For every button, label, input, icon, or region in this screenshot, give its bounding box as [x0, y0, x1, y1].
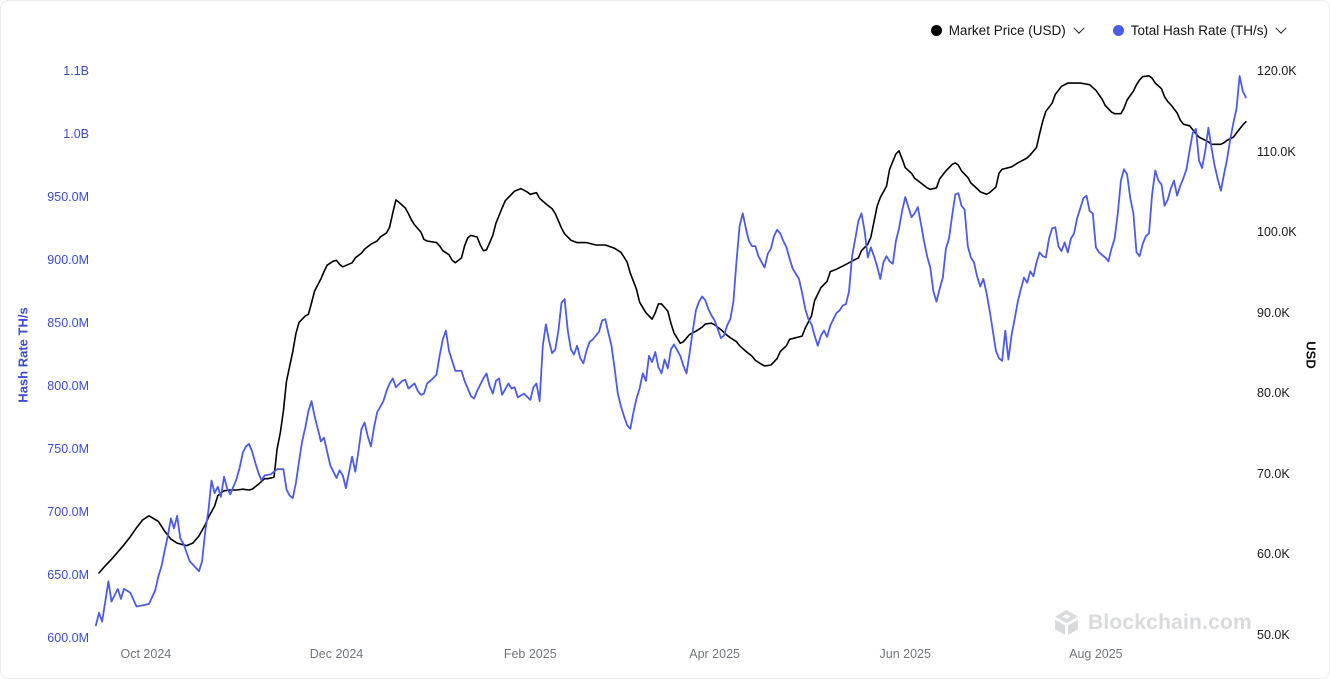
y-axis-left-ticks: 1.1B 1.0B 950.0M 900.0M 850.0M 800.0M 750.0M 70… [9, 1, 89, 678]
y-tick-right: 110.0K [1257, 144, 1296, 159]
x-tick: Dec 2024 [309, 647, 364, 661]
y-tick-right: 60.0K [1257, 547, 1290, 562]
hash-rate-dot-icon [1112, 25, 1124, 36]
watermark: Blockchain.com [1053, 609, 1252, 636]
market-price-dot-icon [930, 25, 942, 36]
y-tick-left: 600.0M [47, 631, 89, 645]
legend-item-market-price[interactable]: Market Price (USD) [930, 22, 1085, 38]
x-tick: Jun 2025 [879, 647, 931, 661]
series-hash-rate [95, 75, 1247, 627]
y-tick-right: 70.0K [1257, 466, 1290, 481]
watermark-text: Blockchain.com [1088, 610, 1252, 634]
y-tick-left: 800.0M [47, 379, 89, 393]
chart-legend: Market Price (USD) Total Hash Rate (TH/s… [930, 22, 1287, 38]
y-tick-left: 900.0M [47, 253, 89, 267]
x-tick: Feb 2025 [503, 647, 557, 661]
y-tick-left: 750.0M [47, 442, 89, 456]
y-tick-left: 1.1B [63, 64, 89, 78]
legend-label-market-price: Market Price (USD) [948, 23, 1066, 38]
y-tick-right: 80.0K [1257, 386, 1290, 401]
y-tick-right: 120.0K [1257, 64, 1297, 78]
x-tick: Aug 2025 [1069, 647, 1123, 661]
y-tick-left: 1.0B [63, 127, 89, 141]
y-tick-left: 850.0M [47, 316, 89, 330]
y-tick-left: 700.0M [47, 505, 89, 519]
chevron-down-icon [1073, 22, 1085, 34]
blockchain-logo-icon [1055, 610, 1078, 635]
x-axis-ticks: Oct 2024 Dec 2024 Feb 2025 Apr 2025 Jun 2025… [1, 647, 1329, 667]
legend-item-hash-rate[interactable]: Total Hash Rate (TH/s) [1112, 22, 1287, 38]
y-axis-right-ticks: 120.0K 110.0K 100.0K 90.0K 80.0K 70.0K 60.0K 50… [1257, 1, 1327, 678]
series-market-price [98, 75, 1247, 574]
legend-label-hash-rate: Total Hash Rate (TH/s) [1130, 23, 1268, 38]
x-tick: Apr 2025 [689, 647, 740, 661]
chevron-down-icon [1275, 22, 1287, 34]
y-tick-left: 950.0M [47, 190, 89, 204]
y-tick-left: 650.0M [47, 568, 89, 582]
y-tick-right: 50.0K [1257, 628, 1290, 642]
y-tick-right: 100.0K [1257, 225, 1297, 240]
y-tick-right: 90.0K [1257, 305, 1290, 320]
x-tick: Oct 2024 [120, 647, 172, 661]
